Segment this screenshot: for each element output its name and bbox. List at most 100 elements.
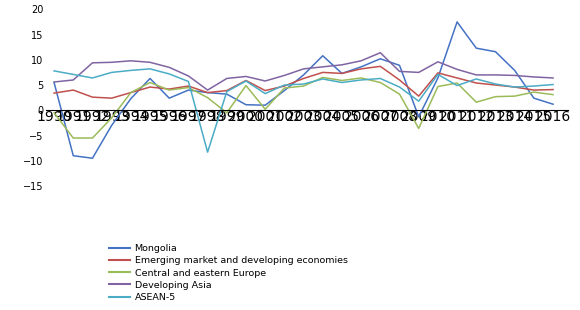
Emerging market and developing economies: [415, 94, 422, 98]
Mongolia: [473, 46, 480, 50]
Line: Mongolia: Mongolia: [54, 22, 553, 158]
Developing Asia: [434, 60, 441, 64]
Developing Asia: [530, 75, 537, 79]
ASEAN-5: [223, 90, 230, 93]
Emerging market and developing economies: [339, 72, 346, 75]
Mongolia: [415, 115, 422, 119]
Developing Asia: [223, 77, 230, 80]
Developing Asia: [128, 59, 135, 63]
Mongolia: [281, 89, 288, 92]
Central and eastern Europe: [396, 92, 403, 96]
Mongolia: [185, 88, 192, 92]
Developing Asia: [396, 69, 403, 73]
Developing Asia: [185, 74, 192, 78]
Mongolia: [204, 91, 211, 95]
Mongolia: [242, 103, 249, 107]
Central and eastern Europe: [339, 79, 346, 82]
ASEAN-5: [511, 85, 518, 89]
Line: Developing Asia: Developing Asia: [54, 53, 553, 90]
Developing Asia: [242, 75, 249, 78]
Developing Asia: [377, 51, 384, 55]
Central and eastern Europe: [70, 136, 77, 140]
ASEAN-5: [300, 82, 307, 86]
Line: Central and eastern Europe: Central and eastern Europe: [54, 78, 553, 138]
ASEAN-5: [262, 92, 269, 95]
ASEAN-5: [415, 99, 422, 103]
Developing Asia: [550, 76, 557, 80]
Central and eastern Europe: [300, 84, 307, 88]
Central and eastern Europe: [128, 91, 135, 95]
Developing Asia: [319, 65, 326, 69]
Developing Asia: [204, 88, 211, 92]
Developing Asia: [473, 73, 480, 77]
ASEAN-5: [434, 73, 441, 76]
Central and eastern Europe: [511, 94, 518, 98]
Central and eastern Europe: [492, 95, 499, 99]
Legend: Mongolia, Emerging market and developing economies, Central and eastern Europe, : Mongolia, Emerging market and developing…: [109, 244, 347, 302]
Mongolia: [511, 69, 518, 72]
ASEAN-5: [550, 83, 557, 86]
Emerging market and developing economies: [530, 88, 537, 92]
Central and eastern Europe: [377, 81, 384, 84]
Emerging market and developing economies: [147, 85, 154, 89]
Mongolia: [434, 76, 441, 80]
Developing Asia: [358, 59, 365, 63]
Developing Asia: [511, 73, 518, 77]
Central and eastern Europe: [185, 86, 192, 89]
Emerging market and developing economies: [454, 76, 461, 80]
ASEAN-5: [50, 69, 57, 73]
Developing Asia: [454, 68, 461, 71]
Emerging market and developing economies: [89, 95, 96, 99]
Developing Asia: [300, 67, 307, 71]
Emerging market and developing economies: [242, 79, 249, 82]
Mongolia: [396, 64, 403, 67]
Emerging market and developing economies: [70, 88, 77, 92]
Central and eastern Europe: [50, 111, 57, 115]
Central and eastern Europe: [415, 126, 422, 130]
ASEAN-5: [204, 150, 211, 154]
ASEAN-5: [377, 77, 384, 80]
Developing Asia: [50, 80, 57, 84]
Line: Emerging market and developing economies: Emerging market and developing economies: [54, 66, 553, 98]
Emerging market and developing economies: [319, 71, 326, 74]
Mongolia: [530, 96, 537, 100]
Central and eastern Europe: [166, 88, 173, 92]
ASEAN-5: [396, 85, 403, 89]
Central and eastern Europe: [434, 85, 441, 88]
Central and eastern Europe: [242, 84, 249, 87]
Emerging market and developing economies: [223, 89, 230, 92]
Central and eastern Europe: [108, 116, 115, 120]
Developing Asia: [70, 78, 77, 82]
Mongolia: [223, 92, 230, 96]
Central and eastern Europe: [550, 93, 557, 96]
ASEAN-5: [242, 79, 249, 83]
Mongolia: [128, 97, 135, 100]
Mongolia: [50, 81, 57, 84]
Emerging market and developing economies: [434, 71, 441, 75]
Emerging market and developing economies: [550, 88, 557, 91]
Mongolia: [550, 102, 557, 106]
Mongolia: [262, 103, 269, 107]
ASEAN-5: [281, 83, 288, 87]
Central and eastern Europe: [319, 76, 326, 79]
ASEAN-5: [89, 76, 96, 80]
ASEAN-5: [530, 84, 537, 88]
Emerging market and developing economies: [396, 78, 403, 82]
ASEAN-5: [185, 80, 192, 83]
ASEAN-5: [454, 84, 461, 87]
Mongolia: [358, 65, 365, 69]
Developing Asia: [415, 71, 422, 74]
Central and eastern Europe: [454, 81, 461, 85]
Mongolia: [377, 57, 384, 61]
Mongolia: [319, 54, 326, 58]
Emerging market and developing economies: [108, 96, 115, 100]
Mongolia: [339, 72, 346, 75]
Emerging market and developing economies: [262, 89, 269, 92]
Mongolia: [300, 73, 307, 77]
ASEAN-5: [128, 69, 135, 72]
Emerging market and developing economies: [377, 64, 384, 68]
Developing Asia: [262, 79, 269, 83]
Central and eastern Europe: [281, 86, 288, 90]
Developing Asia: [339, 63, 346, 67]
Central and eastern Europe: [530, 90, 537, 94]
